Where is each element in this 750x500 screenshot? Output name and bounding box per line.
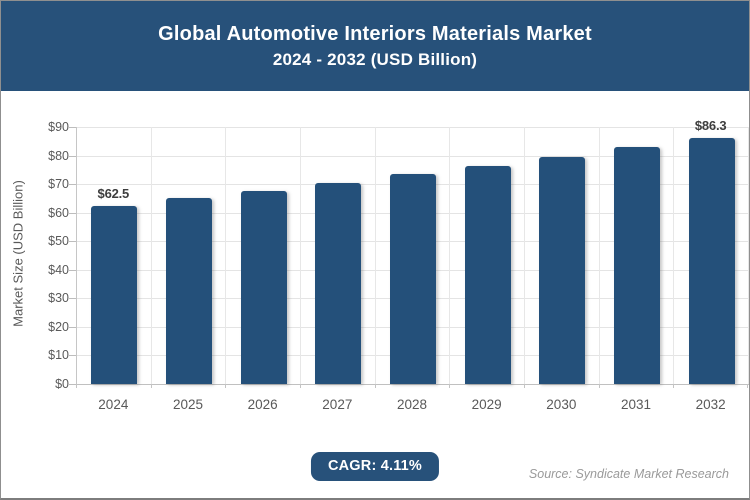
gridline-vertical bbox=[449, 127, 451, 384]
y-tick-mark bbox=[69, 155, 76, 157]
y-tick-mark bbox=[69, 127, 76, 128]
chart-title: Global Automotive Interiors Materials Ma… bbox=[158, 22, 592, 45]
bar-value-label: $62.5 bbox=[97, 185, 130, 201]
gridline-vertical bbox=[598, 127, 600, 384]
source-attribution: Source: Syndicate Market Research bbox=[528, 467, 729, 481]
y-tick-label: $0 bbox=[55, 377, 69, 391]
x-tick-label: 2028 bbox=[396, 397, 427, 412]
bar-2031 bbox=[614, 147, 660, 384]
gridline-vertical bbox=[748, 127, 749, 384]
y-tick-label: $70 bbox=[48, 177, 69, 192]
gridline-horizontal bbox=[77, 127, 749, 128]
chart-subtitle: 2024 - 2032 (USD Billion) bbox=[272, 49, 478, 69]
bar-2028 bbox=[390, 174, 436, 384]
bar-2025 bbox=[166, 198, 212, 384]
x-tick-mark bbox=[300, 384, 301, 388]
plot-area bbox=[76, 127, 749, 385]
y-tick-mark bbox=[69, 326, 76, 328]
bar-2024 bbox=[91, 205, 138, 384]
gridline-vertical bbox=[150, 127, 152, 384]
y-tick-label: $80 bbox=[48, 148, 69, 163]
bar-2032 bbox=[688, 137, 735, 384]
x-tick-label: 2026 bbox=[247, 397, 278, 412]
y-tick-label: $50 bbox=[48, 234, 69, 249]
gridline-vertical bbox=[524, 127, 525, 384]
x-tick-mark bbox=[598, 384, 600, 388]
y-tick-mark bbox=[69, 184, 76, 186]
x-tick-mark bbox=[225, 384, 227, 388]
x-tick-label: 2030 bbox=[546, 397, 577, 412]
y-tick-label: $30 bbox=[48, 291, 69, 306]
y-tick-mark bbox=[69, 298, 76, 300]
bar-value-label: $86.3 bbox=[694, 117, 727, 133]
y-tick-label: $20 bbox=[48, 319, 69, 334]
chart-header-banner: Global Automotive Interiors Materials Ma… bbox=[1, 1, 749, 91]
x-tick-label: 2032 bbox=[695, 397, 726, 412]
x-tick-label: 2024 bbox=[98, 397, 129, 412]
gridline-horizontal bbox=[77, 155, 749, 157]
y-tick-mark bbox=[69, 384, 76, 385]
x-tick-mark bbox=[524, 384, 525, 388]
gridline-vertical bbox=[374, 127, 376, 384]
x-tick-label: 2029 bbox=[471, 397, 502, 412]
y-tick-mark bbox=[69, 241, 76, 243]
y-tick-mark bbox=[69, 269, 76, 271]
x-tick-label: 2025 bbox=[172, 397, 203, 412]
x-tick-mark bbox=[76, 384, 77, 388]
y-tick-label: $10 bbox=[48, 348, 69, 363]
bar-2027 bbox=[315, 182, 362, 384]
x-tick-mark bbox=[374, 384, 376, 388]
x-tick-mark bbox=[150, 384, 152, 388]
bar-2029 bbox=[464, 165, 511, 384]
bar-2026 bbox=[240, 190, 287, 384]
gridline-vertical bbox=[673, 127, 675, 384]
bar-2030 bbox=[539, 156, 586, 384]
y-tick-label: $90 bbox=[48, 120, 69, 134]
y-tick-mark bbox=[69, 355, 76, 357]
y-tick-label: $60 bbox=[48, 205, 69, 220]
cagr-badge: CAGR: 4.11% bbox=[310, 452, 440, 481]
x-tick-label: 2027 bbox=[322, 397, 353, 412]
y-tick-label: $40 bbox=[48, 262, 69, 277]
gridline-vertical bbox=[300, 127, 301, 384]
x-tick-mark bbox=[747, 384, 748, 388]
x-tick-label: 2031 bbox=[620, 397, 651, 412]
x-tick-mark bbox=[673, 384, 675, 388]
gridline-vertical bbox=[225, 127, 227, 384]
y-tick-mark bbox=[69, 212, 76, 214]
x-tick-mark bbox=[449, 384, 451, 388]
